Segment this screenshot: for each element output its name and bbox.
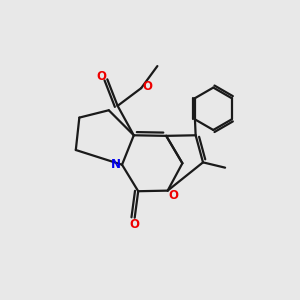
Text: O: O bbox=[168, 188, 178, 202]
Text: O: O bbox=[142, 80, 152, 93]
Text: O: O bbox=[96, 70, 106, 83]
Text: O: O bbox=[129, 218, 139, 231]
Text: N: N bbox=[110, 158, 121, 171]
